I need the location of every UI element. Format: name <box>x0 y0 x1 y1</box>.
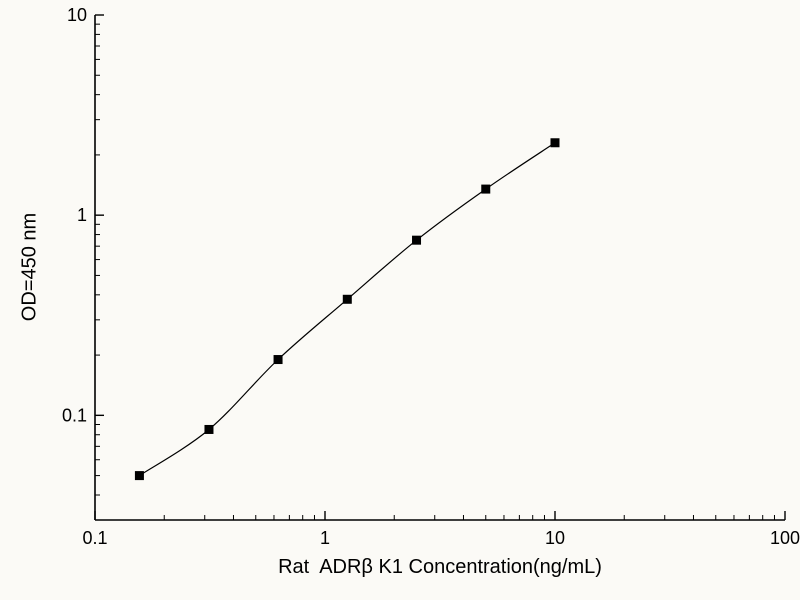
data-point-marker <box>342 294 352 304</box>
data-point-marker <box>204 424 214 434</box>
x-axis-title: Rat ADRβ K1 Concentration(ng/mL) <box>278 556 602 578</box>
y-tick-label: 1 <box>77 205 87 225</box>
x-tick-label: 100 <box>770 528 800 548</box>
x-tick-label: 0.1 <box>82 528 107 548</box>
data-point-marker <box>481 184 491 194</box>
x-tick-label: 1 <box>320 528 330 548</box>
data-point-marker <box>550 138 560 148</box>
y-tick-label: 10 <box>67 5 87 25</box>
data-point-marker <box>412 235 422 245</box>
y-tick-label: 0.1 <box>62 405 87 425</box>
data-point-marker <box>273 355 283 365</box>
data-point-marker <box>134 471 144 481</box>
x-tick-label: 10 <box>545 528 565 548</box>
y-axis-title: OD=450 nm <box>18 212 41 322</box>
standard-curve-line <box>139 142 556 477</box>
